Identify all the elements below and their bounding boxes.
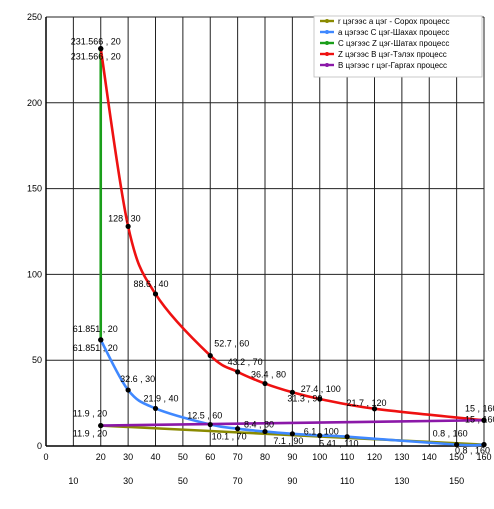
x-tick-label-lower: 50 <box>178 476 188 486</box>
data-label: 43.2 , 70 <box>228 357 263 367</box>
legend-entry: a цэгээс C цэг-Шахах процесс <box>338 28 449 37</box>
y-tick-label: 100 <box>27 269 42 279</box>
x-tick-label: 50 <box>178 452 188 462</box>
data-label: 61.851 , 20 <box>73 343 118 353</box>
y-tick-label: 250 <box>27 12 42 22</box>
legend-entry: r цэгээс a цэг - Сорох процесс <box>338 17 450 26</box>
x-tick-label: 140 <box>422 452 437 462</box>
data-point <box>152 405 159 412</box>
legend-marker <box>325 30 329 34</box>
y-tick-label: 150 <box>27 184 42 194</box>
data-point <box>235 426 241 432</box>
x-tick-label: 80 <box>260 452 270 462</box>
data-point <box>152 291 159 297</box>
data-label: 31.3 , 90 <box>287 393 322 403</box>
data-label: 231.566 , 20 <box>71 37 121 47</box>
data-label: 0.8 , 160 <box>433 429 468 439</box>
legend-marker <box>325 41 329 45</box>
data-point <box>98 46 104 52</box>
data-label: 21.7 , 120 <box>347 398 387 408</box>
x-tick-label: 70 <box>233 452 243 462</box>
legend[interactable]: r цэгээс a цэг - Сорох процесс a цэгээс C… <box>313 15 483 78</box>
data-label: 36.4 , 80 <box>251 370 286 380</box>
data-labels: 231.566 , 20 231.566 , 20 128 , 30 88.6 , 4… <box>71 37 494 456</box>
data-label: 231.566 , 20 <box>71 52 121 62</box>
x-tick-label: 100 <box>312 452 327 462</box>
legend-marker <box>325 19 329 23</box>
legend-box <box>313 15 483 78</box>
x-tick-label-lower: 110 <box>340 476 354 486</box>
data-label: 6.1 , 100 <box>304 427 339 437</box>
x-tick-label-lower: 70 <box>233 476 243 486</box>
data-label: 21.9 , 40 <box>144 393 179 403</box>
data-label: 61.851 , 20 <box>73 324 118 334</box>
data-point <box>125 223 131 229</box>
x-tick-label: 120 <box>367 452 382 462</box>
x-tick-label-lower: 10 <box>68 476 78 486</box>
data-points <box>98 46 487 448</box>
data-point <box>371 406 378 412</box>
data-label: 32.6 , 30 <box>120 374 155 384</box>
x-tick-label-lower: 130 <box>394 476 409 486</box>
x-tick-label-lower: 30 <box>123 476 133 486</box>
data-label: 11.9 , 20 <box>73 429 107 439</box>
data-point <box>98 422 104 429</box>
data-point <box>289 431 295 437</box>
data-label: 8.4 , 80 <box>244 420 274 430</box>
data-label: 27.4 , 100 <box>301 384 341 394</box>
x-tick-label: 110 <box>340 452 354 462</box>
data-point <box>98 337 104 343</box>
data-point <box>481 417 487 423</box>
legend-entry: Z цэгээс B цэг-Тэлэх процесс <box>338 50 447 59</box>
data-point <box>317 432 323 439</box>
data-point <box>262 380 268 387</box>
data-label: 5.41 , 110 <box>319 439 358 449</box>
data-point <box>235 369 241 375</box>
data-point <box>317 396 323 402</box>
series-line-5 <box>100 418 485 427</box>
data-label: 128 , 30 <box>108 213 141 223</box>
x-tick-label: 30 <box>123 452 133 462</box>
y-tick-label: 0 <box>37 441 42 451</box>
data-point <box>344 434 350 440</box>
x-tick-label: 130 <box>394 452 409 462</box>
data-point <box>262 428 268 435</box>
x-tick-label: 20 <box>96 452 106 462</box>
data-point <box>481 442 487 448</box>
data-label: 15 , 160 <box>465 403 494 413</box>
data-point <box>125 387 131 393</box>
legend-entry: C цэгээс Z цэг-Шатах процесс <box>338 39 449 48</box>
y-tick-label: 200 <box>27 98 42 108</box>
y-tick-label: 50 <box>32 355 42 365</box>
x-tick-label-lower: 90 <box>287 476 297 486</box>
data-point <box>289 389 295 395</box>
x-tick-label: 0 <box>43 452 48 462</box>
x-tick-label: 160 <box>476 452 491 462</box>
x-tick-label-lower: 150 <box>449 476 464 486</box>
data-label: 10.1 , 70 <box>212 432 247 442</box>
data-label: 15 , 160 <box>465 414 494 424</box>
legend-marker <box>325 63 329 67</box>
data-point <box>207 421 213 428</box>
data-label: 11.9 , 20 <box>73 409 107 419</box>
data-point <box>207 352 213 359</box>
x-tick-label: 90 <box>287 452 297 462</box>
data-label: 0.8 , 160 <box>455 446 490 456</box>
data-point <box>454 442 460 448</box>
data-label: 52.7 , 60 <box>214 339 249 349</box>
data-label: 88.6 , 40 <box>134 279 169 289</box>
legend-entry: B цэгээс r цэг-Гаргах процесс <box>338 61 447 70</box>
data-label: 12.5 , 60 <box>187 411 222 421</box>
data-label: 7.1 , 90 <box>273 436 303 446</box>
x-tick-label: 40 <box>150 452 160 462</box>
x-tick-label: 150 <box>449 452 464 462</box>
chart-axes <box>45 17 484 447</box>
x-tick-label: 60 <box>205 452 215 462</box>
tick-labels: 0 50 100 150 200 250 0 20 30 40 50 60 70 80 90 100 110 12… <box>27 12 492 486</box>
legend-marker <box>325 52 329 56</box>
